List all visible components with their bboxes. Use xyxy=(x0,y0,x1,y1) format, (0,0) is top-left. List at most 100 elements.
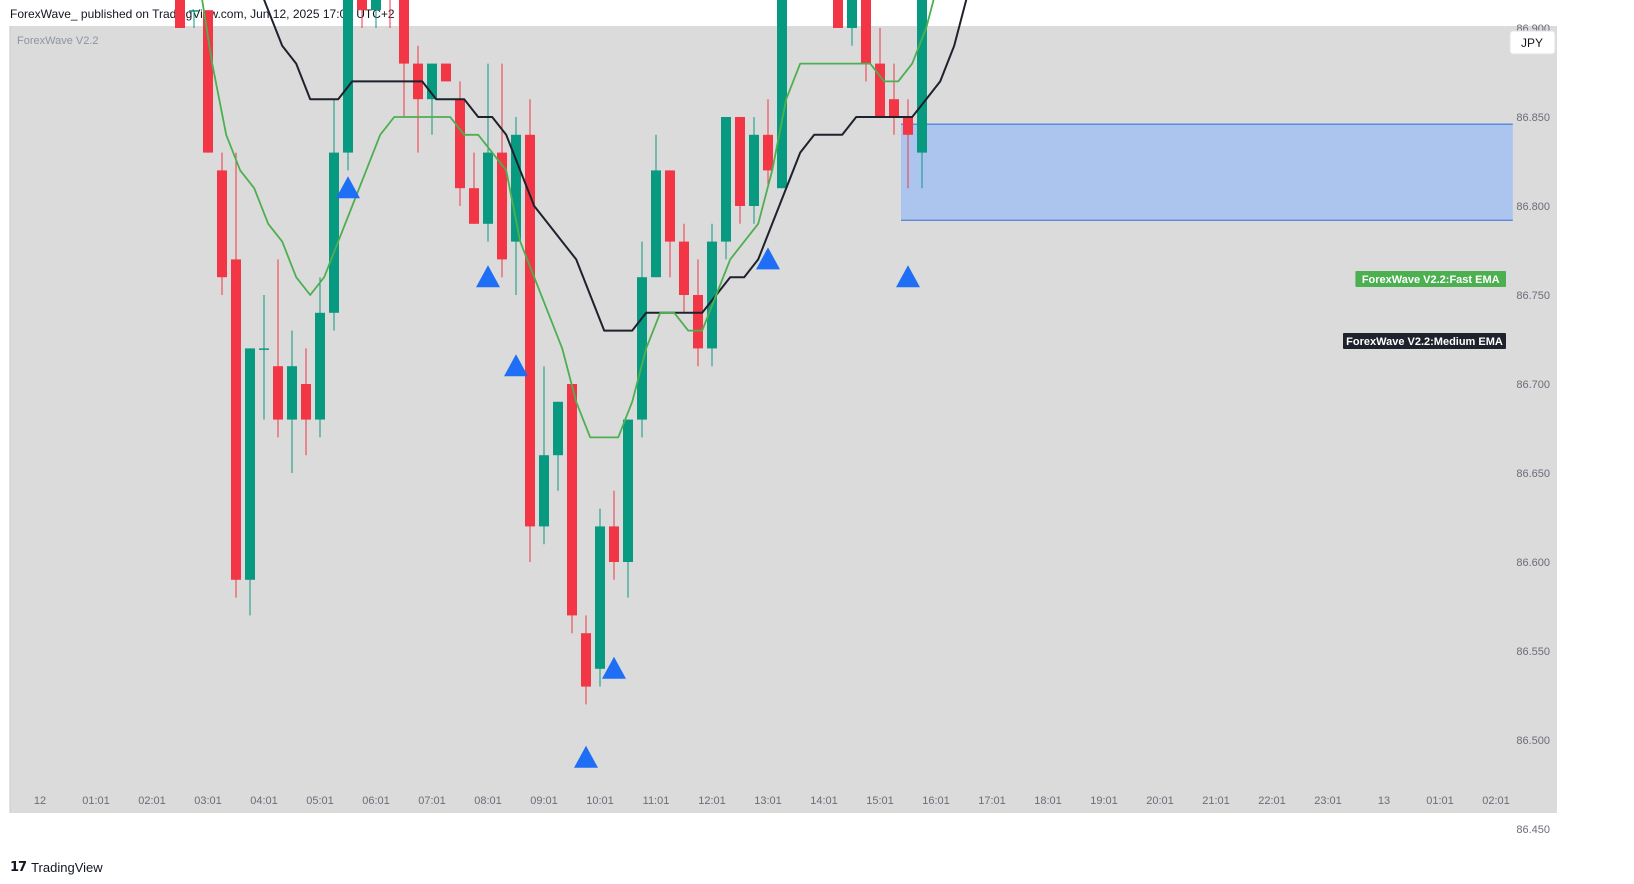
tradingview-logo-icon: 17 xyxy=(10,860,27,875)
tradingview-brand: TradingView xyxy=(31,860,103,875)
x-tick-label: 13:01 xyxy=(754,795,782,807)
candle-body xyxy=(217,170,227,278)
candle xyxy=(511,117,521,295)
y-tick-label: 86.800 xyxy=(1516,201,1550,213)
candle xyxy=(273,259,283,438)
fast-ema-label-bg xyxy=(1355,271,1506,287)
publish-info: ForexWave_ published on TradingView.com,… xyxy=(10,7,395,21)
candle-body xyxy=(287,366,297,420)
currency-button[interactable]: JPY xyxy=(1509,30,1556,55)
candle xyxy=(777,0,787,189)
tradingview-logo[interactable]: 17 TradingView xyxy=(10,860,103,875)
candle-body xyxy=(581,633,591,687)
candle xyxy=(357,0,367,28)
candle-body xyxy=(623,419,633,562)
candle-body xyxy=(637,277,647,420)
medium-ema-label: ForexWave V2.2:Medium EMA xyxy=(1343,333,1506,349)
candle-body xyxy=(595,526,605,669)
candle-body xyxy=(707,241,717,349)
y-tick-label: 86.500 xyxy=(1516,735,1550,747)
x-tick-label: 23:01 xyxy=(1314,795,1342,807)
x-tick-label: 07:01 xyxy=(418,795,446,807)
y-tick-label: 86.700 xyxy=(1516,379,1550,391)
y-tick-label: 86.550 xyxy=(1516,646,1550,658)
candle xyxy=(483,63,493,242)
candle-body xyxy=(665,170,675,242)
candle xyxy=(553,401,563,491)
x-tick-label: 13 xyxy=(1378,795,1390,807)
x-tick-label: 01:01 xyxy=(82,795,110,807)
candle xyxy=(749,117,759,224)
candle xyxy=(623,419,633,598)
x-tick-label: 22:01 xyxy=(1258,795,1286,807)
candle-body xyxy=(763,134,773,171)
x-tick-label: 18:01 xyxy=(1034,795,1062,807)
candle-body xyxy=(861,0,871,64)
candle xyxy=(833,0,843,28)
candle-body xyxy=(273,366,283,420)
x-tick-label: 12:01 xyxy=(698,795,726,807)
currency-button-bg[interactable] xyxy=(1509,30,1556,55)
candle-body xyxy=(609,526,619,562)
candle-body xyxy=(301,384,311,420)
x-tick-label: 08:01 xyxy=(474,795,502,807)
candle-body xyxy=(469,188,479,224)
fast-ema-line xyxy=(201,0,935,439)
candle-body xyxy=(329,152,339,313)
candle-body xyxy=(553,401,563,456)
candle-body xyxy=(245,348,255,580)
candle-body xyxy=(455,99,465,189)
x-tick-label: 09:01 xyxy=(530,795,558,807)
candle xyxy=(567,384,577,634)
candle xyxy=(301,348,311,456)
medium-ema-label-bg xyxy=(1343,333,1506,349)
buy-signal-arrow xyxy=(336,176,360,199)
candle xyxy=(609,490,619,580)
candle xyxy=(889,63,899,135)
candle xyxy=(903,99,913,189)
x-tick-label: 05:01 xyxy=(306,795,334,807)
candle xyxy=(917,0,927,189)
buy-signal-arrow xyxy=(574,745,598,768)
candle xyxy=(497,63,507,278)
x-tick-label: 20:01 xyxy=(1146,795,1174,807)
candle xyxy=(637,241,647,438)
candle-body xyxy=(567,384,577,616)
y-tick-label: 86.850 xyxy=(1516,112,1550,124)
candle xyxy=(389,0,391,28)
x-tick-label: 10:01 xyxy=(586,795,614,807)
x-tick-label: 21:01 xyxy=(1202,795,1230,807)
candle xyxy=(175,0,185,28)
x-tick-label: 01:01 xyxy=(1426,795,1454,807)
candle xyxy=(875,28,885,117)
candle-body xyxy=(231,259,241,580)
x-tick-label: 17:01 xyxy=(978,795,1006,807)
candle xyxy=(525,99,535,562)
x-tick-label: 19:01 xyxy=(1090,795,1118,807)
candle-body xyxy=(735,117,745,206)
candle xyxy=(371,0,381,28)
candle xyxy=(287,330,297,473)
candle xyxy=(721,117,731,260)
candle xyxy=(455,81,465,206)
candle xyxy=(763,99,773,189)
candle-body xyxy=(721,117,731,242)
candle-body xyxy=(833,0,843,28)
fast-ema-label-text: ForexWave V2.2:Fast EMA xyxy=(1362,274,1500,286)
candle xyxy=(315,277,325,438)
x-tick-label: 04:01 xyxy=(250,795,278,807)
candle xyxy=(343,0,353,171)
buy-signal-arrow xyxy=(504,354,528,377)
candle-body xyxy=(371,0,381,11)
candle-body xyxy=(497,152,507,260)
candle-body xyxy=(203,10,213,153)
buy-signal-arrow xyxy=(896,265,920,288)
candle xyxy=(665,170,675,278)
candle xyxy=(329,99,339,331)
candle-body xyxy=(539,455,549,527)
currency-button-label[interactable]: JPY xyxy=(1521,36,1543,50)
indicator-title: ForexWave V2.2 xyxy=(17,35,99,47)
candle xyxy=(707,223,717,367)
